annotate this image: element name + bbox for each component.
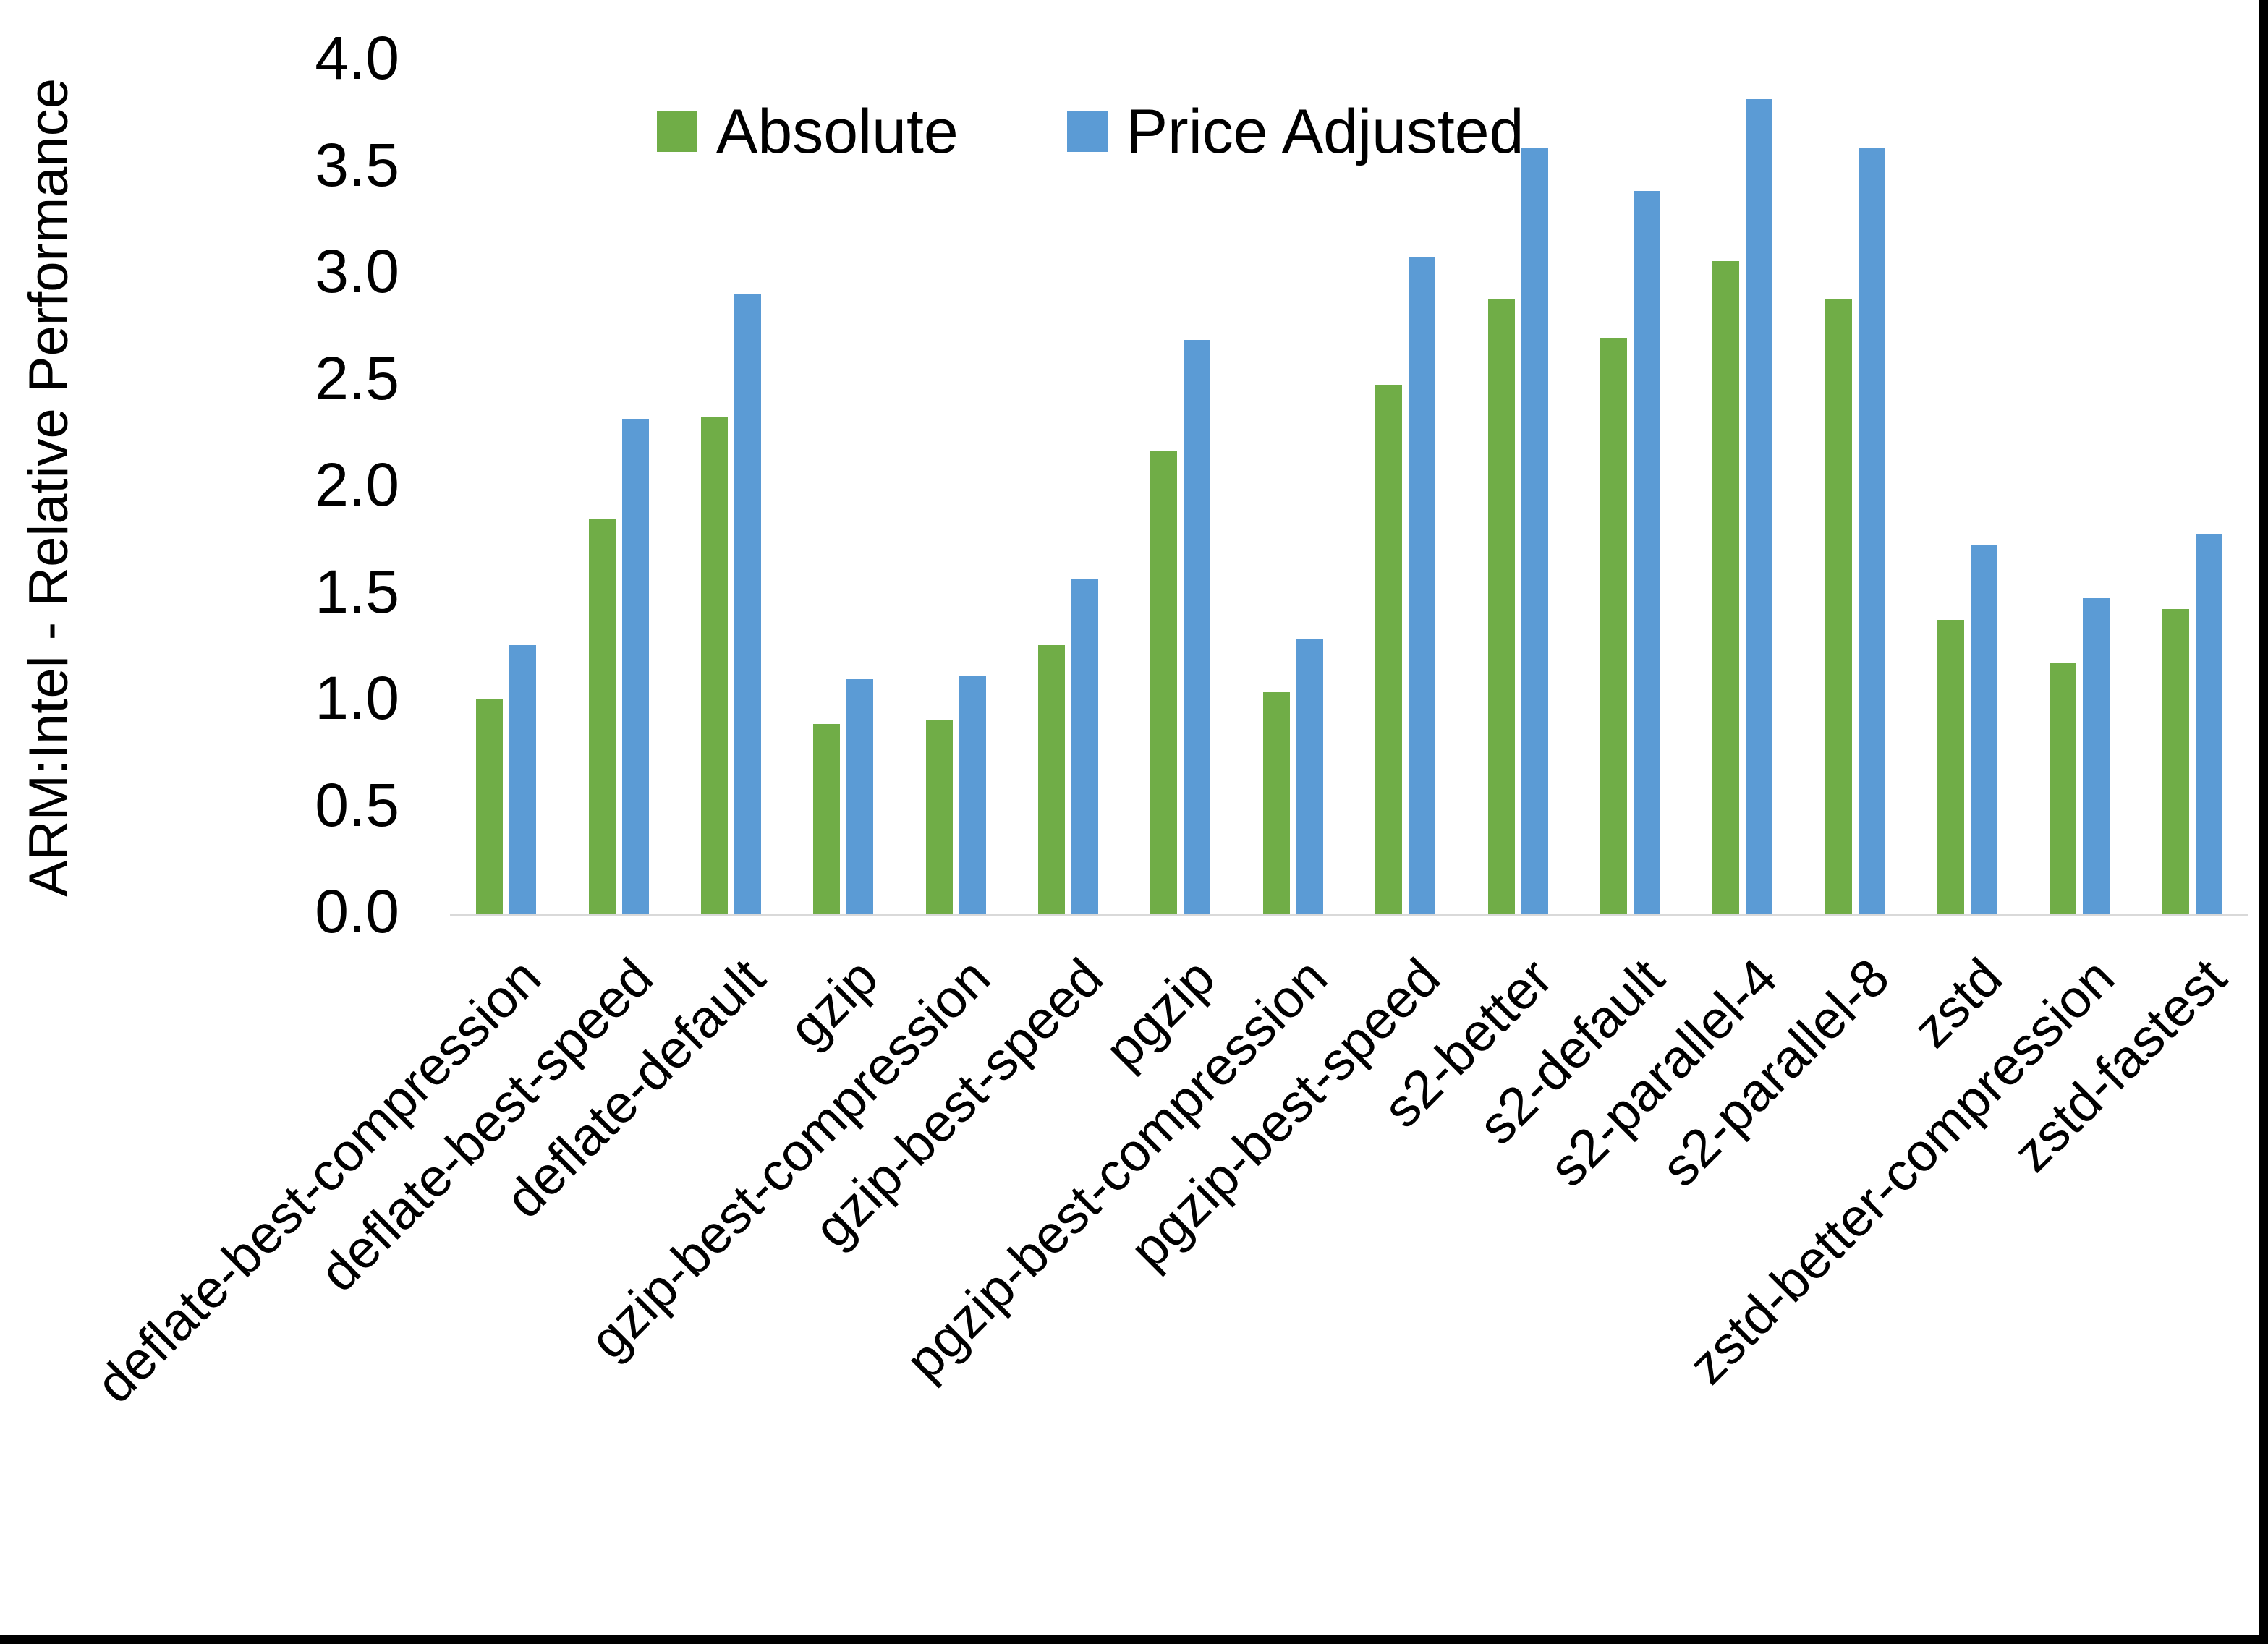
x-axis-line (450, 914, 2248, 916)
y-tick-label-2.0: 2.0 (315, 451, 399, 519)
bar-absolute-zstd-better-compression (2050, 663, 2076, 914)
bar-absolute-gzip-best-compression (926, 720, 953, 914)
bar-absolute-s2-default (1600, 338, 1627, 914)
bar-absolute-s2-better (1488, 299, 1515, 914)
bar-price-adjusted-deflate-best-speed (622, 419, 649, 914)
bar-price-adjusted-gzip-best-speed (1071, 579, 1098, 914)
legend-item-price-adjusted: Price Adjusted (1066, 97, 1524, 166)
bar-absolute-deflate-default (701, 417, 728, 914)
bar-absolute-pgzip (1150, 451, 1177, 914)
y-tick-label-1.5: 1.5 (315, 557, 399, 626)
bar-price-adjusted-gzip (846, 679, 873, 914)
bar-absolute-deflate-best-compression (476, 699, 503, 914)
bar-absolute-pgzip-best-speed (1375, 385, 1402, 914)
legend-item-absolute: Absolute (657, 101, 959, 163)
y-tick-label-0.5: 0.5 (315, 770, 399, 839)
legend: Absolute Price Adjusted (657, 97, 1524, 166)
legend-swatch-price-adjusted (1066, 111, 1108, 152)
bar-absolute-gzip (813, 724, 840, 914)
bar-absolute-deflate-best-speed (589, 519, 616, 914)
y-tick-label-3.5: 3.5 (315, 130, 399, 199)
bar-price-adjusted-gzip-best-compression (959, 676, 986, 914)
bar-price-adjusted-zstd-fastest (2196, 534, 2222, 914)
bar-price-adjusted-deflate-default (734, 294, 761, 914)
legend-label-price-adjusted: Price Adjusted (1126, 97, 1524, 166)
bar-price-adjusted-s2-parallel-8 (1859, 148, 1885, 914)
bar-price-adjusted-zstd-better-compression (2083, 598, 2110, 914)
bar-price-adjusted-pgzip-best-speed (1409, 257, 1435, 914)
bar-price-adjusted-pgzip (1184, 340, 1210, 914)
bar-absolute-zstd-fastest (2162, 609, 2189, 914)
bar-price-adjusted-deflate-best-compression (509, 645, 536, 914)
bar-price-adjusted-pgzip-best-compression (1296, 639, 1323, 914)
y-axis-title: ARM:Intel - Relative Performance (6, 61, 93, 914)
y-tick-label-0.0: 0.0 (315, 877, 399, 945)
bar-price-adjusted-s2-default (1634, 191, 1660, 914)
bar-absolute-pgzip-best-compression (1263, 692, 1290, 914)
legend-swatch-absolute (657, 111, 697, 152)
y-axis-title-text: ARM:Intel - Relative Performance (18, 78, 80, 897)
bar-absolute-zstd (1937, 620, 1964, 914)
bar-price-adjusted-zstd (1971, 545, 1997, 914)
bar-price-adjusted-s2-parallel-4 (1746, 99, 1772, 914)
y-tick-label-3.0: 3.0 (315, 237, 399, 305)
y-tick-label-2.5: 2.5 (315, 344, 399, 412)
y-tick-label-4.0: 4.0 (315, 24, 399, 92)
bar-absolute-s2-parallel-8 (1825, 299, 1852, 914)
bar-absolute-gzip-best-speed (1038, 645, 1065, 914)
legend-label-absolute: Absolute (716, 97, 959, 166)
bar-absolute-s2-parallel-4 (1712, 261, 1739, 914)
bar-price-adjusted-s2-better (1521, 148, 1548, 914)
y-tick-label-1.0: 1.0 (315, 664, 399, 732)
